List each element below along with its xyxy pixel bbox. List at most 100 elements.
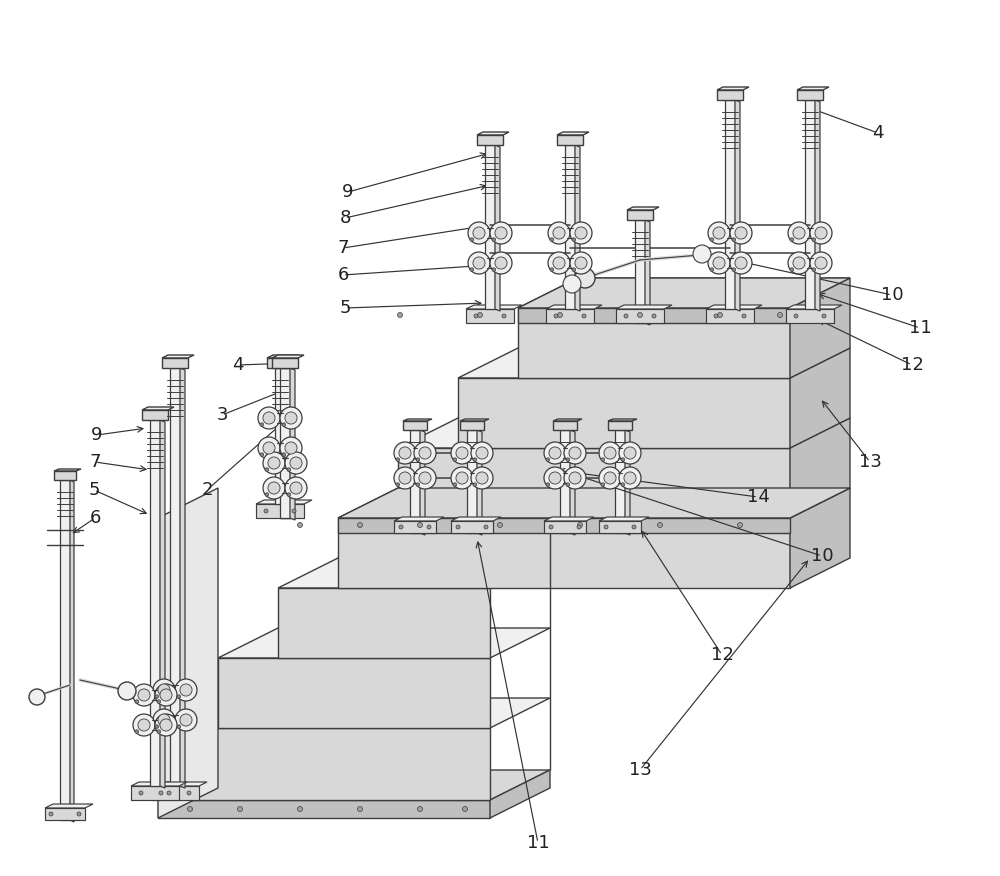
Circle shape <box>471 467 493 489</box>
Text: 6: 6 <box>89 509 101 527</box>
Polygon shape <box>180 368 185 788</box>
Circle shape <box>298 807 302 811</box>
Polygon shape <box>467 430 477 533</box>
Polygon shape <box>717 90 743 100</box>
Circle shape <box>548 252 570 274</box>
Polygon shape <box>518 308 790 323</box>
Circle shape <box>358 522 362 527</box>
Circle shape <box>399 525 403 529</box>
Circle shape <box>550 268 554 272</box>
Circle shape <box>77 812 81 816</box>
Polygon shape <box>616 305 672 309</box>
Polygon shape <box>560 430 570 533</box>
Circle shape <box>554 314 558 318</box>
Circle shape <box>730 222 752 244</box>
Circle shape <box>652 314 656 318</box>
Circle shape <box>414 467 436 489</box>
Circle shape <box>708 252 730 274</box>
Circle shape <box>563 275 581 293</box>
Circle shape <box>265 493 269 497</box>
Circle shape <box>822 314 826 318</box>
Polygon shape <box>338 488 850 518</box>
Circle shape <box>621 458 625 462</box>
Circle shape <box>492 237 496 242</box>
Circle shape <box>157 700 161 703</box>
Circle shape <box>693 245 711 263</box>
Polygon shape <box>518 278 850 308</box>
Polygon shape <box>54 471 76 480</box>
Circle shape <box>498 522 503 527</box>
Circle shape <box>398 313 402 317</box>
Polygon shape <box>45 808 85 820</box>
Polygon shape <box>797 87 829 90</box>
Polygon shape <box>553 419 582 421</box>
Polygon shape <box>565 145 575 309</box>
Circle shape <box>604 472 616 484</box>
Circle shape <box>29 689 45 705</box>
Circle shape <box>462 807 468 811</box>
Circle shape <box>473 458 477 462</box>
Circle shape <box>572 268 576 272</box>
Circle shape <box>474 314 478 318</box>
Text: 13: 13 <box>859 453 881 471</box>
Circle shape <box>604 525 608 529</box>
Circle shape <box>451 442 473 464</box>
Circle shape <box>268 457 280 469</box>
Circle shape <box>732 268 736 272</box>
Circle shape <box>153 709 175 731</box>
Text: 6: 6 <box>337 266 349 284</box>
Circle shape <box>133 684 155 706</box>
Polygon shape <box>338 518 790 588</box>
Polygon shape <box>546 309 594 323</box>
Polygon shape <box>60 480 70 820</box>
Text: 7: 7 <box>89 453 101 471</box>
Circle shape <box>632 525 636 529</box>
Circle shape <box>558 313 562 317</box>
Polygon shape <box>625 430 630 535</box>
Circle shape <box>812 237 816 242</box>
Circle shape <box>258 437 280 459</box>
Circle shape <box>793 227 805 239</box>
Polygon shape <box>458 378 790 448</box>
Circle shape <box>575 268 595 288</box>
Polygon shape <box>158 488 218 818</box>
Circle shape <box>290 482 302 494</box>
Circle shape <box>287 468 291 471</box>
Circle shape <box>285 442 297 454</box>
Circle shape <box>470 237 474 242</box>
Circle shape <box>742 314 746 318</box>
Circle shape <box>812 268 816 272</box>
Polygon shape <box>290 368 295 520</box>
Polygon shape <box>466 305 522 309</box>
Circle shape <box>155 695 159 698</box>
Circle shape <box>788 222 810 244</box>
Circle shape <box>280 407 302 429</box>
Circle shape <box>427 525 431 529</box>
Polygon shape <box>70 480 74 822</box>
Circle shape <box>263 412 275 424</box>
Circle shape <box>158 684 170 696</box>
Circle shape <box>778 313 782 317</box>
Polygon shape <box>790 348 850 448</box>
Circle shape <box>601 483 605 486</box>
Circle shape <box>575 257 587 269</box>
Polygon shape <box>420 430 425 535</box>
Polygon shape <box>278 558 550 588</box>
Polygon shape <box>398 418 850 448</box>
Circle shape <box>258 407 280 429</box>
Circle shape <box>468 222 490 244</box>
Circle shape <box>484 525 488 529</box>
Polygon shape <box>735 100 740 311</box>
Polygon shape <box>54 469 81 471</box>
Circle shape <box>490 252 512 274</box>
Polygon shape <box>151 782 207 786</box>
Circle shape <box>473 483 477 486</box>
Circle shape <box>793 257 805 269</box>
Polygon shape <box>218 628 550 658</box>
Circle shape <box>394 442 416 464</box>
Circle shape <box>238 807 242 811</box>
Polygon shape <box>608 421 632 430</box>
Text: 8: 8 <box>339 209 351 227</box>
Polygon shape <box>553 421 577 430</box>
Polygon shape <box>272 358 298 368</box>
